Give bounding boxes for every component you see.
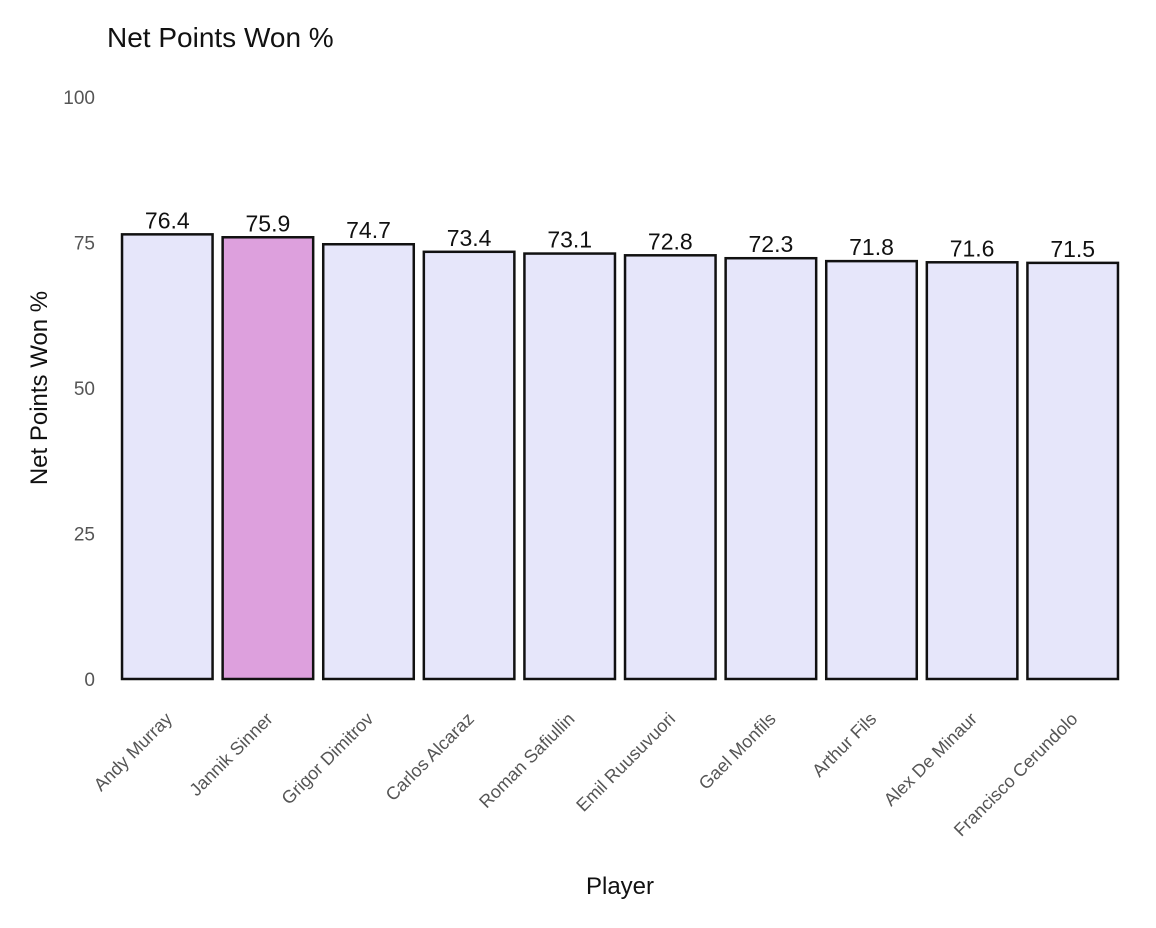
x-tick-label: Gael Monfils [695,709,780,794]
x-tick-label: Grigor Dimitrov [278,709,378,809]
x-tick-label: Jannik Sinner [185,709,276,800]
bar-value-labels: 76.4 75.9 74.7 73.4 73.1 72.8 72.3 71.8 71.6 71.5 [145,207,1095,262]
y-tick-label: 25 [74,525,95,546]
chart-title: Net Points Won % [107,22,334,53]
x-tick-label: Roman Safiullin [475,709,578,812]
bar-value-label: 75.9 [246,210,291,236]
y-tick-label: 0 [84,670,95,691]
y-tick-label: 75 [74,234,95,255]
y-axis-ticks: 0 25 50 75 100 [63,88,95,691]
bar-value-label: 76.4 [145,207,190,233]
y-axis-title: Net Points Won % [26,291,53,485]
bar-value-label: 72.3 [749,231,794,257]
bar-value-label: 73.1 [547,227,592,253]
y-tick-label: 100 [63,88,95,109]
x-tick-label: Arthur Fils [808,709,880,781]
bar-value-label: 73.4 [447,225,492,251]
x-tick-label: Andy Murray [90,709,176,795]
bar [925,261,1019,681]
bar [523,252,617,681]
bar-value-label: 71.6 [950,235,995,261]
bar-value-label: 71.8 [849,234,894,260]
bar [422,250,516,681]
bar-value-label: 71.5 [1050,236,1095,262]
bar [221,236,315,681]
bar [824,259,919,681]
x-tick-label: Emil Ruusuvuori [572,709,679,816]
bars-group [120,233,1120,681]
bar [120,233,214,681]
bar [1026,261,1120,681]
x-axis-title: Player [586,873,654,900]
bar [724,256,818,681]
bar [321,242,416,681]
x-tick-label: Alex De Minaur [880,709,981,810]
bar-value-label: 72.8 [648,228,693,254]
y-tick-label: 50 [74,379,95,400]
bar-value-label: 74.7 [346,217,391,243]
bar [623,254,717,681]
x-tick-label: Carlos Alcaraz [382,709,478,805]
x-axis-ticks: Andy Murray Jannik Sinner Grigor Dimitrov C… [90,709,1082,841]
